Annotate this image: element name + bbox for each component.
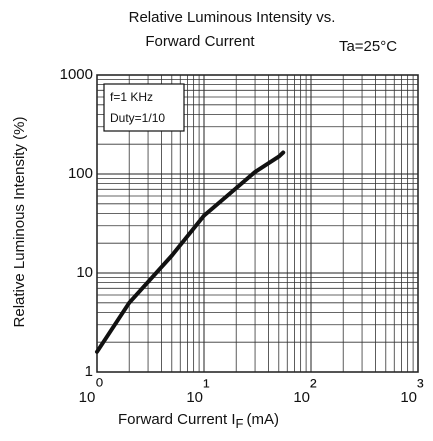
- chart-title: Relative Luminous Intensity vs.: [129, 9, 336, 26]
- x-axis-label: Forward Current IF (mA): [118, 411, 279, 431]
- y-tick-label: 10: [76, 264, 93, 281]
- data-line: [95, 150, 286, 354]
- x-tick-label: 10¹: [186, 376, 210, 406]
- annotation: Ta=25°C: [339, 38, 397, 55]
- note-text: Duty=1/10: [110, 111, 165, 125]
- x-axis-label-unit: (mA): [247, 411, 280, 428]
- y-tick-label: 1000: [60, 66, 93, 83]
- note-text: f=1 KHz: [110, 90, 153, 104]
- x-axis-label-subscript: F: [236, 416, 244, 431]
- x-axis-label-text: Forward Current I: [118, 411, 236, 428]
- x-tick-label: 10²: [293, 376, 317, 406]
- y-tick-label: 100: [68, 165, 93, 182]
- chart-title: Forward Current: [145, 33, 255, 50]
- x-tick-label: 10³: [400, 376, 424, 406]
- y-tick-label: 1: [85, 363, 93, 380]
- note-box: [103, 83, 185, 132]
- y-axis-label: Relative Luminous Intensity (%): [11, 117, 28, 328]
- x-tick-label: 10⁰: [79, 376, 104, 406]
